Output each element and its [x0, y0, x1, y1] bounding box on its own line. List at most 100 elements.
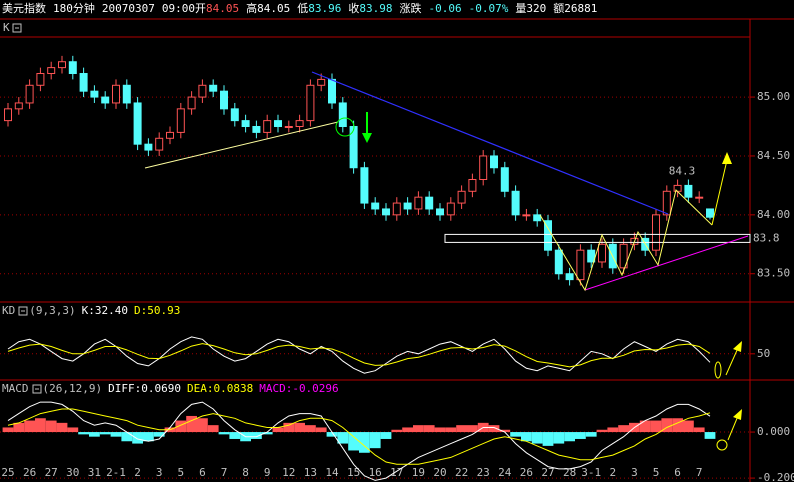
- indicator-params: (9,3,3): [29, 304, 75, 317]
- candle-body: [468, 179, 477, 192]
- macd-bar: [337, 432, 349, 444]
- candle-body: [166, 131, 174, 139]
- macd-bar: [283, 422, 295, 433]
- legend-entry: MACD:-0.0296: [259, 382, 338, 395]
- candle-body: [522, 214, 531, 217]
- macd-bar: [261, 432, 273, 435]
- candle-body: [25, 84, 34, 104]
- macd-bar: [143, 432, 154, 442]
- x-tick-label: 25: [1, 466, 14, 479]
- macd-bar: [575, 432, 586, 439]
- annotation: 83.8: [753, 231, 780, 244]
- macd-bar: [456, 425, 467, 433]
- candle-body: [306, 84, 315, 122]
- candle-body: [209, 84, 218, 92]
- collapse-icon[interactable]: [18, 306, 28, 316]
- macd-bar: [607, 427, 619, 433]
- arrow: [727, 415, 739, 441]
- macd-bar: [89, 432, 100, 437]
- candle-body: [425, 196, 434, 210]
- macd-bar: [369, 432, 381, 449]
- candle-body: [252, 126, 261, 133]
- macd-bar: [207, 425, 219, 433]
- y-tick-label: 0.000: [757, 425, 790, 438]
- indicator-params: (26,12,9): [43, 382, 103, 395]
- arrow-head: [733, 409, 742, 420]
- candle-body: [241, 120, 250, 128]
- macd-bar: [423, 425, 435, 433]
- macd-bar: [693, 427, 705, 433]
- x-tick-label: 3: [156, 466, 163, 479]
- drawings: [144, 71, 749, 451]
- macd-bar: [35, 418, 46, 433]
- header-item: 额26881: [553, 2, 597, 15]
- candle-body: [263, 120, 272, 133]
- candle-body: [360, 167, 369, 204]
- macd-bar: [78, 432, 89, 435]
- macd-bar: [359, 432, 370, 453]
- x-tick-label: 3-1: [581, 466, 601, 479]
- x-tick-label: 13: [304, 466, 317, 479]
- arrow-head: [733, 341, 742, 352]
- collapse-icon[interactable]: [12, 23, 22, 33]
- header-item: 20070307: [102, 2, 155, 15]
- candle-body: [511, 190, 520, 216]
- macd-bar: [467, 425, 478, 433]
- macd-bar: [683, 420, 694, 433]
- x-tick-label: 5: [177, 466, 184, 479]
- x-tick-label: 9: [264, 466, 271, 479]
- candle-body: [414, 196, 423, 210]
- macd-bar: [218, 432, 230, 435]
- macd-bar: [413, 425, 424, 433]
- y-tick-label: 83.50: [757, 267, 790, 280]
- candle-body: [673, 184, 682, 192]
- candle-body: [652, 214, 660, 251]
- x-tick-label: 6: [199, 466, 206, 479]
- macd-bar: [661, 418, 673, 433]
- candle-body: [392, 202, 401, 216]
- arrow-head: [362, 133, 372, 143]
- candle-body: [36, 73, 45, 86]
- macd-bar: [24, 420, 35, 433]
- legend: DIFF:0.0690 DEA:0.0838 MACD:-0.0296: [108, 382, 339, 395]
- macd-bar: [521, 432, 532, 442]
- macd-bar: [564, 432, 575, 442]
- x-tick-label: 22: [455, 466, 468, 479]
- indicator-line: [7, 343, 711, 368]
- header-item: 180分钟: [53, 1, 95, 15]
- candle-body: [500, 167, 509, 192]
- x-tick-label: 8: [242, 466, 249, 479]
- macd-bar: [294, 422, 305, 433]
- collapse-icon[interactable]: [32, 384, 42, 394]
- macd-bar: [445, 427, 457, 433]
- candle-body: [533, 214, 542, 222]
- candle-body: [144, 143, 153, 151]
- macd-bar: [380, 432, 392, 439]
- candle-body: [90, 90, 99, 98]
- header-item: 低: [297, 2, 308, 15]
- candle-body: [479, 155, 488, 181]
- candle-body: [58, 61, 66, 69]
- y-tick-label: 85.00: [757, 90, 790, 103]
- macd-bar: [402, 427, 413, 433]
- candle-body: [274, 120, 282, 128]
- macd-bar: [13, 422, 25, 433]
- candle-body: [317, 78, 326, 86]
- x-tick-label: 30: [66, 466, 79, 479]
- pattern-line: [539, 189, 713, 292]
- candle-body: [619, 243, 628, 269]
- candle-body: [684, 184, 693, 198]
- macd-bar: [153, 432, 165, 437]
- x-tick-label: 3: [631, 466, 638, 479]
- indicator-line: [7, 401, 711, 481]
- candle-body: [187, 96, 196, 110]
- y-tick-label: -0.200: [757, 471, 794, 482]
- x-tick-label: 19: [412, 466, 425, 479]
- macd-bar: [585, 432, 597, 437]
- annotation: 84.3: [669, 165, 696, 178]
- candle-body: [576, 249, 585, 281]
- legend: K:32.40 D:50.93: [82, 304, 181, 317]
- indicator-line: [7, 336, 711, 374]
- header-item: 高: [246, 1, 257, 15]
